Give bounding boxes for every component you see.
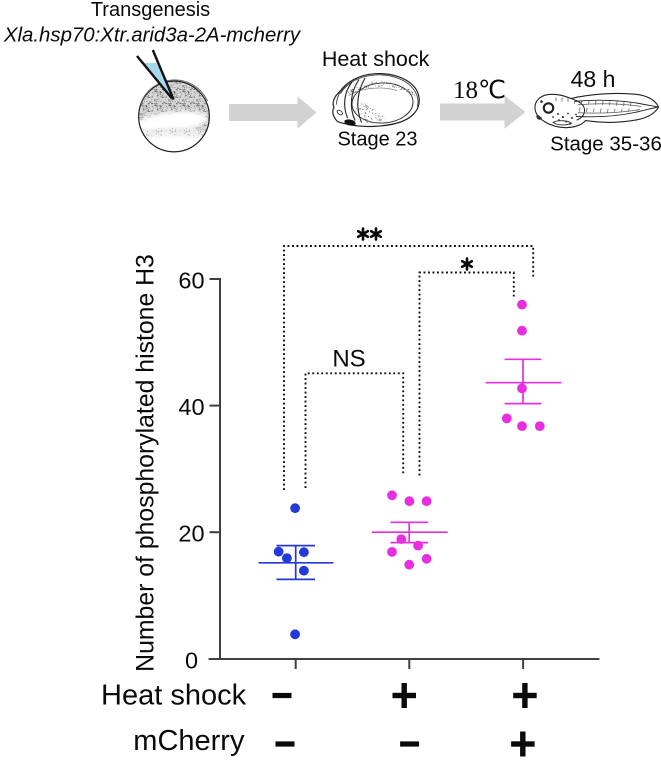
svg-text:NS: NS — [332, 346, 365, 373]
svg-text:Xla.hsp70:Xtr.arid3a-2A-mcherr: Xla.hsp70:Xtr.arid3a-2A-mcherry — [3, 25, 302, 47]
svg-text:Heat shock: Heat shock — [101, 680, 247, 712]
svg-text:Heat shock: Heat shock — [322, 47, 430, 71]
svg-text:48 h: 48 h — [571, 66, 616, 92]
svg-text:0: 0 — [185, 647, 198, 673]
svg-text:60: 60 — [178, 268, 204, 294]
svg-text:40: 40 — [178, 394, 204, 420]
svg-text:18℃: 18℃ — [453, 77, 506, 104]
svg-text:Stage 35-36: Stage 35-36 — [550, 133, 661, 156]
svg-text:mCherry: mCherry — [133, 725, 245, 757]
svg-text:Stage 23: Stage 23 — [337, 129, 417, 151]
svg-text:Transgenesis: Transgenesis — [91, 0, 210, 21]
svg-text:Number of phosphorylated hist: Number of phosphorylated histone H3 — [133, 254, 160, 672]
svg-text:20: 20 — [178, 521, 204, 547]
